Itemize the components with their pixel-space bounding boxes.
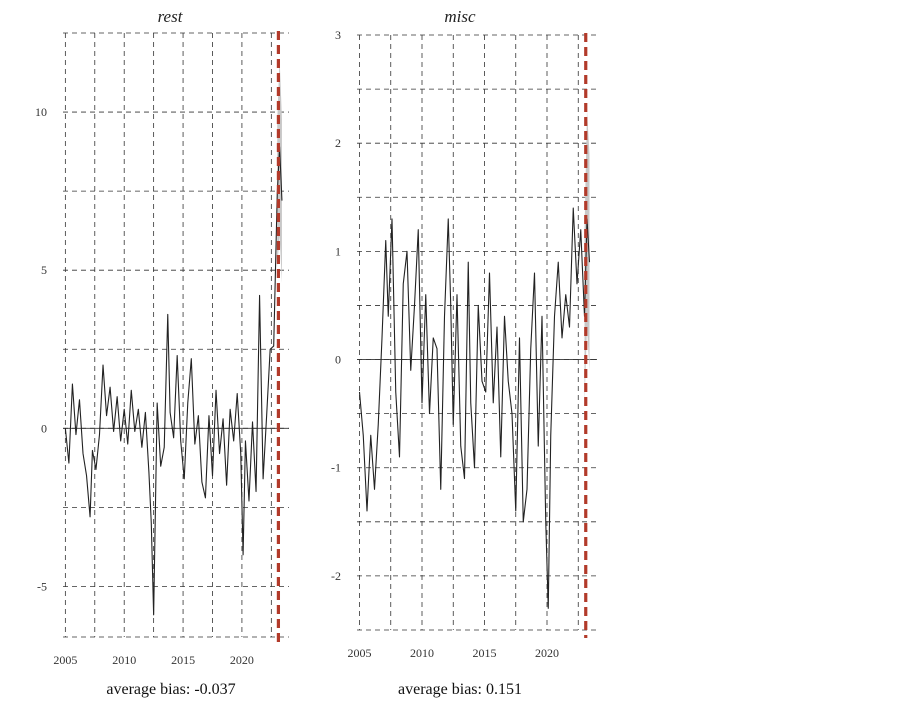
x-tick-label: 2015 xyxy=(473,646,497,660)
panel-title: rest xyxy=(158,7,184,26)
panel-rest: rest -5 0 5 10 2005 2010 2015 2020 average bias: … xyxy=(35,7,289,698)
x-tick-label: 2010 xyxy=(112,653,136,667)
forecast-band xyxy=(277,58,282,283)
x-tick-label: 2010 xyxy=(410,646,434,660)
y-tick-label: 0 xyxy=(41,421,47,435)
y-tick-label: -5 xyxy=(37,579,47,593)
x-tick-label: 2015 xyxy=(171,653,195,667)
series-line xyxy=(358,207,591,609)
y-tick-label: 10 xyxy=(35,105,47,119)
series-line xyxy=(64,146,283,616)
panel-title: misc xyxy=(444,7,476,26)
y-tick-label: 2 xyxy=(335,136,341,150)
x-tick-label: 2020 xyxy=(535,646,559,660)
y-tick-label: -1 xyxy=(331,461,341,475)
y-tick-label: 3 xyxy=(335,28,341,42)
x-tick-label: 2005 xyxy=(348,646,372,660)
y-tick-label: 0 xyxy=(335,353,341,367)
average-bias-label: average bias: -0.037 xyxy=(106,681,235,698)
y-tick-label: -2 xyxy=(331,569,341,583)
panel-misc: misc -2 -1 0 1 2 3 2005 2010 2015 2020 average bias… xyxy=(331,7,597,698)
x-tick-label: 2020 xyxy=(230,653,254,667)
y-tick-label: 1 xyxy=(335,244,341,258)
average-bias-label: average bias: 0.151 xyxy=(398,681,522,698)
x-tick-label: 2005 xyxy=(53,653,77,667)
y-tick-label: 5 xyxy=(41,263,47,277)
